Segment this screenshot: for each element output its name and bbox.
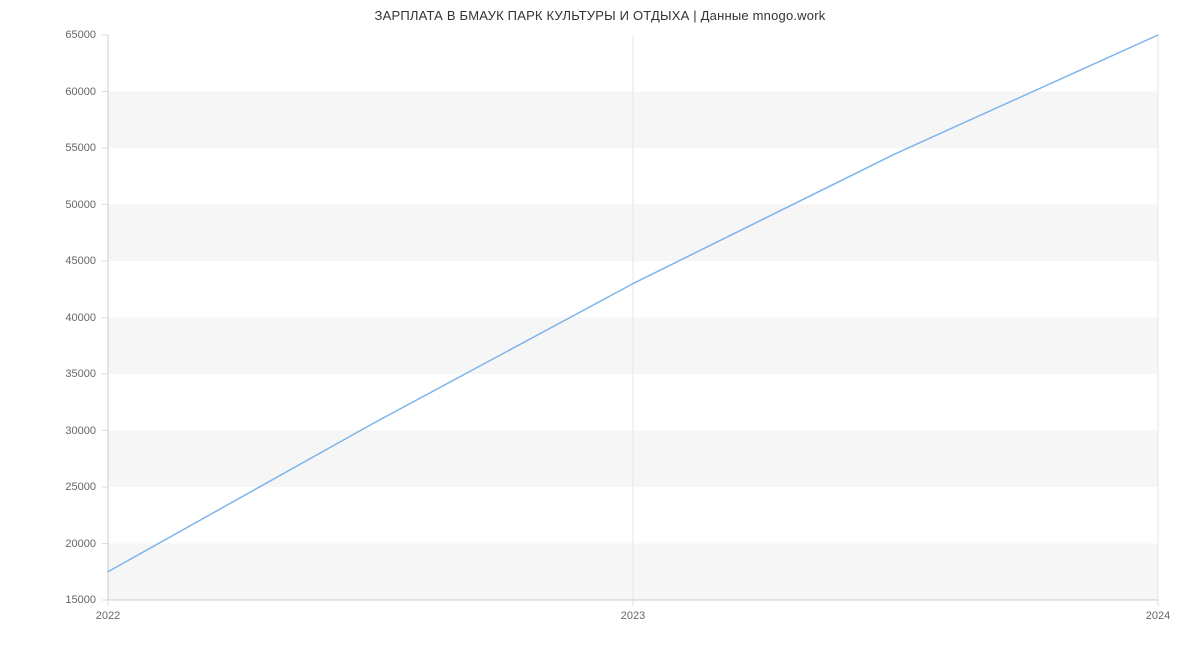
y-tick-label: 25000	[0, 481, 96, 493]
plot-area	[108, 35, 1158, 600]
y-tick-label: 50000	[0, 199, 96, 211]
y-tick-label: 35000	[0, 368, 96, 380]
y-tick-label: 55000	[0, 142, 96, 154]
x-tick-label: 2022	[96, 610, 120, 622]
y-tick-label: 65000	[0, 29, 96, 41]
chart-title: ЗАРПЛАТА В БМАУК ПАРК КУЛЬТУРЫ И ОТДЫХА …	[0, 8, 1200, 23]
x-tick-label: 2024	[1146, 610, 1170, 622]
y-tick-label: 15000	[0, 594, 96, 606]
x-tick-label: 2023	[621, 610, 645, 622]
y-tick-label: 40000	[0, 312, 96, 324]
y-tick-label: 20000	[0, 538, 96, 550]
y-tick-label: 30000	[0, 425, 96, 437]
y-tick-label: 60000	[0, 86, 96, 98]
salary-line-chart: ЗАРПЛАТА В БМАУК ПАРК КУЛЬТУРЫ И ОТДЫХА …	[0, 0, 1200, 650]
y-tick-label: 45000	[0, 255, 96, 267]
